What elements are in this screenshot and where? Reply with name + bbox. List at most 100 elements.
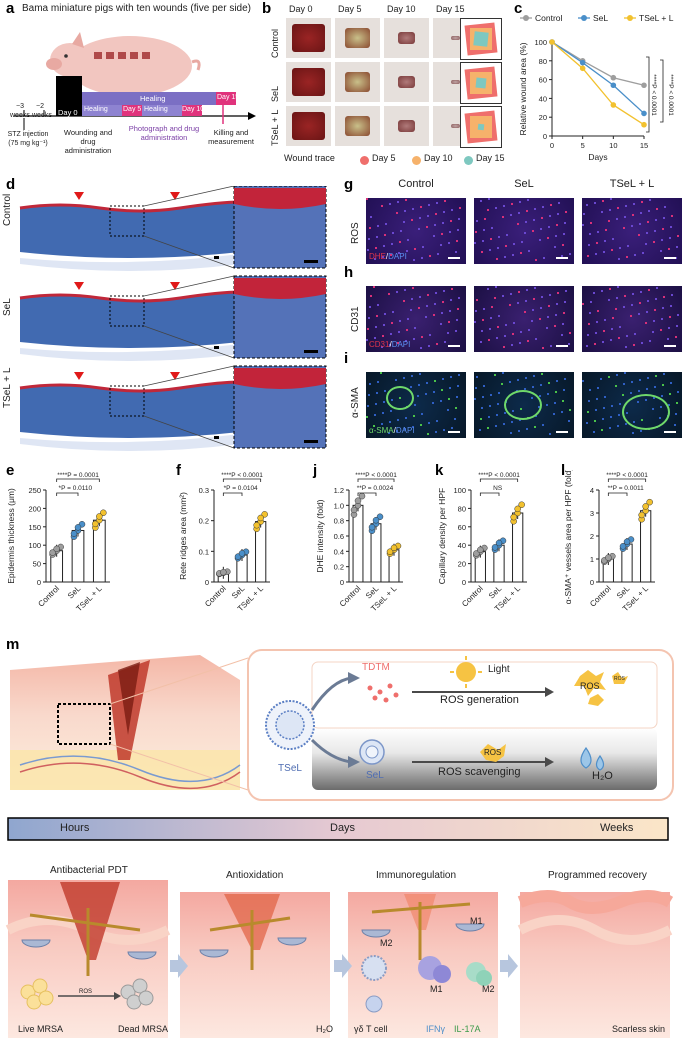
wound-photo	[335, 106, 380, 146]
tissue-dermis	[20, 292, 240, 348]
ros-label-pdt: ROS	[79, 989, 93, 995]
data-point	[491, 544, 499, 551]
wound-edge-arrow	[170, 192, 180, 200]
b-row-label: Control	[270, 28, 280, 58]
panel-label-h: h	[344, 264, 354, 281]
epidermis	[19, 200, 241, 213]
data-point	[261, 511, 268, 518]
zoom-line	[143, 186, 235, 207]
b-row-label: SeL	[270, 85, 280, 102]
zoom-line	[143, 275, 235, 297]
y-tick-label: 80	[458, 504, 466, 513]
y-tick-label: 20	[539, 113, 547, 122]
y-tick-label: 0	[340, 578, 344, 587]
ros-small-label: ROS	[614, 676, 625, 682]
data-point	[96, 513, 103, 520]
p-value-label: ****P < 0.0001	[478, 472, 520, 479]
y-tick-label: 100	[453, 486, 466, 495]
tissue-dermis	[20, 202, 240, 258]
panel-label-f: f	[176, 462, 181, 479]
scarless-label: Scarless skin	[612, 1024, 666, 1034]
weeks-label-1: weeks	[10, 112, 30, 119]
p-value-label: *P = 0.0110	[59, 485, 93, 492]
y-tick-label: 0	[462, 578, 466, 587]
y-axis-label: Relative wound area (%)	[518, 42, 528, 135]
sig-bracket	[357, 492, 377, 496]
d-row-tsel: TSeL + L	[2, 367, 13, 409]
zoom-box	[109, 205, 145, 237]
stage-antioxidation: Antioxidation	[226, 870, 284, 881]
legend-marker	[627, 15, 633, 21]
photo-label: Photograph and drug administration	[128, 124, 200, 142]
legend-label: TSeL + L	[639, 13, 674, 23]
m1-label-bottom: M1	[430, 984, 443, 994]
y-tick-label: 100	[534, 38, 547, 47]
scale-bar	[214, 346, 219, 349]
wound-edge-arrow	[170, 372, 180, 380]
panel-label-a: a	[6, 0, 15, 17]
light-label: Light	[488, 664, 510, 675]
y-tick-label: 0.2	[199, 517, 209, 526]
panel-ghi: Control SeL TSeL + L ROS DHE/DAPI CD31 CD31/DA…	[346, 176, 685, 458]
y-tick-label: 100	[28, 541, 41, 550]
y-tick-label: 1.0	[334, 501, 344, 510]
h2o-label-b: H₂O	[316, 1024, 333, 1034]
p-value-label: ****P = 0.0001	[57, 472, 99, 479]
data-point	[220, 568, 227, 576]
inset-epidermis	[234, 368, 326, 389]
legend-swatch	[360, 156, 369, 165]
legend-label: Day 15	[476, 153, 505, 163]
data-point	[49, 549, 56, 556]
p-value-label: ****P < 0.0001	[606, 472, 648, 479]
y-tick-label: 40	[539, 94, 547, 103]
x-tick-label: Control	[36, 584, 61, 609]
immune-cells	[361, 955, 492, 1013]
data-point	[641, 121, 647, 128]
timeline-weeks: Weeks	[600, 822, 634, 834]
wound-edge-arrow	[74, 282, 84, 290]
dead-mrsa-label: Dead MRSA	[118, 1024, 169, 1034]
legend-label: SeL	[593, 13, 608, 23]
panel-label-j: j	[313, 462, 318, 479]
y-tick-label: 150	[28, 523, 41, 532]
data-point	[92, 520, 99, 528]
data-point	[605, 554, 612, 561]
stain-label: DHE/DAPI	[369, 252, 407, 261]
data-point	[641, 110, 647, 117]
y-tick-label: 0	[37, 578, 41, 587]
data-point	[386, 548, 394, 555]
wound-trace-label: Wound trace	[284, 153, 335, 163]
stain-label: CD31/DAPI	[369, 340, 411, 349]
p-value-label: **P = 0.0011	[608, 485, 644, 492]
wound-photo	[286, 106, 331, 146]
panel-label-b: b	[262, 0, 272, 17]
fluorescence-image	[582, 286, 682, 352]
legend-marker	[581, 15, 587, 21]
y-tick-label: 1	[590, 555, 594, 564]
y-tick-label: 250	[28, 486, 41, 495]
zoom-line	[143, 235, 235, 269]
y-tick-label: 0	[543, 132, 547, 141]
series-line	[551, 41, 645, 126]
y-axis-label: α-SMA⁺ vessels area per HPF (fold)	[563, 470, 573, 604]
x-tick-label: Control	[203, 584, 228, 609]
wound-trace-box	[460, 18, 502, 60]
dead-mrsa-cells	[120, 978, 154, 1010]
epidermis-chart: 0 50 100 150 200 250 Epidermis thickness (μm) C…	[6, 472, 110, 613]
weeks-label-2: weeks	[32, 112, 52, 119]
live-mrsa-cells	[20, 978, 54, 1010]
sig-bracket	[357, 478, 395, 482]
h2o-label: H₂O	[592, 770, 613, 782]
skin-block	[10, 655, 249, 791]
sig-bracket	[660, 59, 664, 123]
legend-label: Day 10	[424, 153, 453, 163]
data-point	[238, 550, 246, 557]
scale-bar	[214, 256, 219, 259]
stz-label: STZ injection (75 mg kg⁻¹)	[7, 131, 49, 147]
week-minus3: −3	[16, 103, 24, 110]
data-point	[514, 505, 521, 513]
series-line	[551, 41, 645, 86]
data-point	[646, 498, 653, 506]
legend-swatch	[464, 156, 473, 165]
d-row-sel: SeL	[2, 298, 13, 316]
